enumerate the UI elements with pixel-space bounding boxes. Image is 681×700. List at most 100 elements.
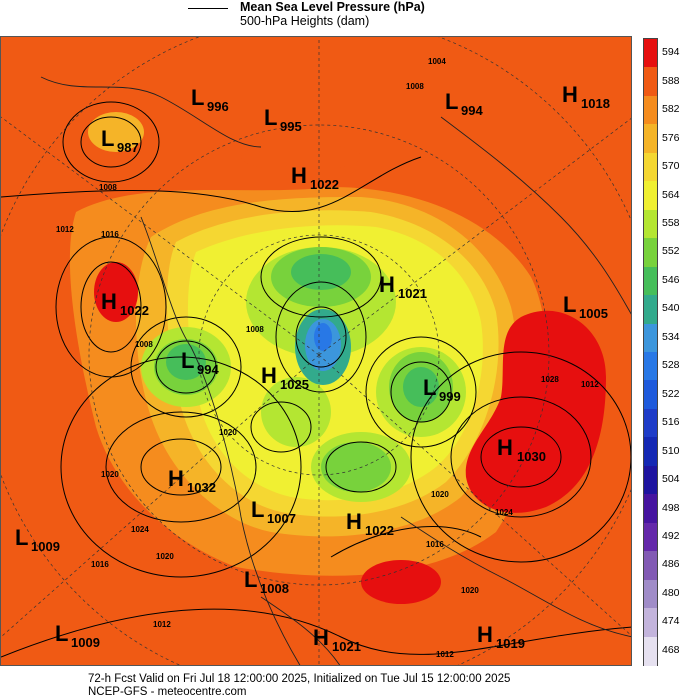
pressure-value: 987 <box>117 140 139 155</box>
isobar-label: 1020 <box>101 470 119 479</box>
colorbar-cell <box>644 67 657 97</box>
coastlines <box>40 76 631 665</box>
isobar-label: 1012 <box>436 650 454 659</box>
pressure-value: 994 <box>461 103 483 118</box>
pressure-value: 1025 <box>280 377 309 392</box>
colorbar-cell <box>644 323 657 353</box>
legend-pressure-text: Mean Sea Level Pressure (hPa) <box>240 0 425 14</box>
pressure-value: 1007 <box>267 511 296 526</box>
pressure-letter: H <box>313 625 329 650</box>
colorbar-label: 528 <box>662 359 680 372</box>
colorbar-label: 588 <box>662 74 680 87</box>
field-594-atlantic <box>465 310 606 513</box>
pressure-letter: H <box>291 163 307 188</box>
isobar-legend-line <box>188 8 228 9</box>
field-546-west <box>166 344 206 380</box>
colorbar-label: 522 <box>662 387 680 400</box>
pressure-value: 1022 <box>310 177 339 192</box>
isobar-label: 1024 <box>131 525 149 534</box>
field-594-pacific <box>94 262 138 322</box>
colorbar-label: 534 <box>662 330 680 343</box>
isobar-label: 1004 <box>428 57 446 66</box>
pressure-letter: L <box>423 375 436 400</box>
colorbar-label: 558 <box>662 216 680 229</box>
pressure-letter: L <box>244 567 257 592</box>
map-legend: Mean Sea Level Pressure (hPa) 500-hPa He… <box>0 0 681 36</box>
pressure-letter: L <box>15 525 28 550</box>
colorbar-cell <box>644 437 657 467</box>
colorbar-label: 486 <box>662 558 680 571</box>
isobar-label: 1008 <box>246 325 264 334</box>
pressure-letter: H <box>379 272 395 297</box>
colorbar-cell <box>644 238 657 268</box>
colorbar-cell <box>644 494 657 524</box>
pressure-value: 1021 <box>398 286 427 301</box>
isobar-label: 1016 <box>91 560 109 569</box>
isobar-label: 1012 <box>56 225 74 234</box>
field-546-north <box>291 254 351 290</box>
pressure-letter: H <box>477 622 493 647</box>
pressure-letter: H <box>346 509 362 534</box>
colorbar-cell <box>644 181 657 211</box>
colorbar-label: 546 <box>662 273 680 286</box>
field-552-south <box>321 442 391 492</box>
pressure-value: 1009 <box>71 635 100 650</box>
pressure-value: 1009 <box>31 539 60 554</box>
pressure-value: 1005 <box>579 306 608 321</box>
colorbar-cell <box>644 408 657 438</box>
pressure-letter: L <box>181 348 194 373</box>
colorbar-label: 492 <box>662 529 680 542</box>
legend-heights-text: 500-hPa Heights (dam) <box>240 14 370 28</box>
pressure-letter: L <box>191 85 204 110</box>
colorbar-cell <box>644 608 657 638</box>
colorbar-cell <box>644 209 657 239</box>
isobar-label: 1012 <box>581 380 599 389</box>
field-558-center <box>261 377 331 447</box>
field-546-east <box>403 367 439 407</box>
isobar-label: 1028 <box>541 375 559 384</box>
colorbar-label: 468 <box>662 643 680 656</box>
colorbar-cell <box>644 124 657 154</box>
pressure-value: 994 <box>197 362 219 377</box>
colorbar-cell <box>644 579 657 609</box>
isobar-label: 1012 <box>153 620 171 629</box>
model-source-text: NCEP-GFS - meteocentre.com <box>88 686 247 698</box>
isobar-label: 1020 <box>156 552 174 561</box>
field-594-caribbean <box>361 560 441 604</box>
pressure-letter: H <box>261 363 277 388</box>
colorbar-label: 510 <box>662 444 680 457</box>
pressure-letter: H <box>497 435 513 460</box>
pressure-letter: H <box>562 82 578 107</box>
pressure-value: 995 <box>280 119 302 134</box>
pressure-value: 1032 <box>187 480 216 495</box>
pressure-letter: L <box>55 621 68 646</box>
pressure-letter: L <box>445 89 458 114</box>
colorbar-label: 480 <box>662 586 680 599</box>
pressure-letter: H <box>101 289 117 314</box>
isobar-labels: 1004 1008 1008 1012 1016 1008 1008 1020 … <box>56 57 599 659</box>
isobar-label: 1016 <box>426 540 444 549</box>
pressure-value: 1021 <box>332 639 361 654</box>
colorbar-cell <box>644 636 657 666</box>
colorbar-label: 582 <box>662 103 680 116</box>
pressure-letter: L <box>563 292 576 317</box>
colorbar-cell <box>644 266 657 296</box>
field-576-alaska <box>88 112 144 152</box>
colorbar <box>643 38 658 666</box>
isobar-label: 1020 <box>431 490 449 499</box>
colorbar-label: 594 <box>662 46 680 59</box>
colorbar-cell <box>644 39 657 68</box>
colorbar-label: 498 <box>662 501 680 514</box>
colorbar-cell <box>644 152 657 182</box>
colorbar-label: 540 <box>662 302 680 315</box>
colorbar-cell <box>644 551 657 581</box>
colorbar-label: 552 <box>662 245 680 258</box>
isobar-label: 1008 <box>406 82 424 91</box>
colorbar-label: 570 <box>662 160 680 173</box>
pressure-value: 1022 <box>120 303 149 318</box>
pressure-letter: L <box>264 105 277 130</box>
colorbar-cell <box>644 295 657 325</box>
field-528 <box>314 323 332 351</box>
